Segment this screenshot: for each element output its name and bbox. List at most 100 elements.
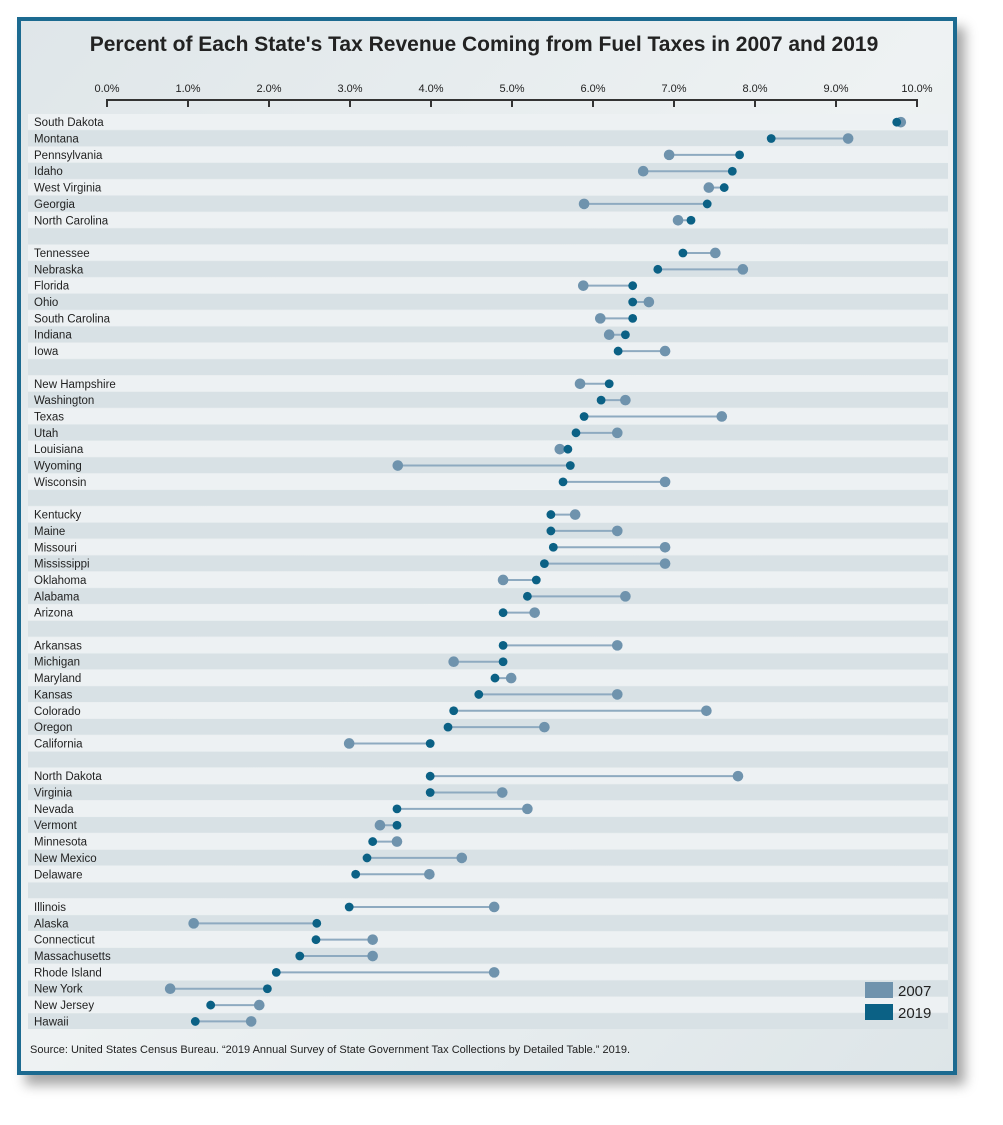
state-label: Arizona (34, 608, 74, 620)
state-label: Kansas (34, 689, 73, 701)
state-label: Georgia (34, 199, 76, 211)
row-band (28, 212, 948, 228)
state-label: Hawaii (34, 1016, 69, 1028)
row-utah: Utah (34, 427, 623, 440)
state-label: Ohio (34, 297, 58, 309)
row-delaware: Delaware (34, 868, 435, 881)
point-2007 (367, 950, 378, 962)
row-band (28, 588, 948, 604)
x-tick-label: 10.0% (901, 83, 932, 95)
state-label: Florida (34, 281, 70, 293)
point-2019 (571, 428, 581, 438)
state-label: New York (34, 984, 83, 996)
point-2019 (548, 542, 558, 552)
row-missouri: Missouri (34, 541, 671, 554)
row-montana: Montana (34, 133, 854, 146)
point-2007 (245, 1016, 257, 1027)
point-2019 (498, 608, 508, 618)
row-rhode-island: Rhode Island (34, 967, 500, 979)
point-2019 (392, 820, 402, 830)
point-2007 (612, 427, 623, 439)
point-2019 (392, 804, 402, 814)
row-tennessee: Tennessee (34, 247, 721, 260)
point-2007 (574, 378, 586, 390)
chart-title: Percent of Each State's Tax Revenue Comi… (90, 33, 879, 56)
row-idaho: Idaho (34, 165, 737, 178)
point-2007 (737, 264, 749, 275)
x-axis: 0.0% 1.0% 2.0% 3.0% 4.0% 5.0% 6.0% 7.0% 8.0% 9.0%… (94, 83, 933, 107)
state-label: Arkansas (34, 640, 82, 652)
row-band (28, 571, 948, 588)
state-label: Wyoming (34, 461, 82, 473)
row-band (28, 114, 948, 130)
point-2007 (620, 591, 631, 602)
x-tick-label: 8.0% (742, 83, 767, 95)
point-2019 (621, 330, 630, 340)
row-band (28, 669, 948, 686)
row-ohio: Ohio (34, 296, 655, 309)
x-tick-label: 2.0% (256, 83, 281, 95)
point-2007 (497, 574, 509, 586)
point-2007 (716, 411, 728, 422)
x-tick-label: 6.0% (580, 83, 605, 95)
state-label: North Carolina (34, 215, 109, 227)
state-label: Minnesota (34, 837, 88, 849)
row-oklahoma: Oklahoma (34, 574, 541, 587)
row-band (28, 833, 948, 850)
row-north-dakota: North Dakota (34, 770, 744, 783)
point-2019 (425, 788, 435, 797)
state-label: Virginia (34, 788, 73, 800)
point-2019 (190, 1017, 200, 1026)
point-2019 (719, 183, 729, 192)
row-band (28, 849, 948, 866)
point-2007 (637, 165, 649, 177)
row-band (28, 817, 948, 833)
point-2007 (539, 721, 550, 733)
x-tick-label: 9.0% (823, 83, 848, 95)
state-label: Connecticut (34, 935, 96, 947)
state-label: Montana (34, 134, 79, 146)
row-wyoming: Wyoming (34, 460, 575, 473)
state-label: Alabama (34, 591, 80, 603)
point-2007 (505, 672, 517, 684)
state-label: Nebraska (34, 264, 84, 276)
row-band (28, 261, 948, 277)
row-band (28, 539, 948, 555)
row-band (28, 555, 948, 572)
row-band (28, 244, 948, 261)
row-new-hampshire: New Hampshire (34, 378, 614, 391)
point-2019 (344, 902, 354, 912)
row-maine: Maine (34, 525, 623, 538)
row-band (28, 866, 948, 882)
state-label: Alaska (34, 918, 69, 930)
row-band (28, 179, 948, 196)
x-tick-label: 1.0% (175, 83, 200, 95)
row-colorado: Colorado (34, 705, 712, 718)
state-label: California (34, 738, 83, 750)
row-new-york: New York (34, 983, 272, 996)
state-label: Oregon (34, 722, 72, 734)
legend-label-2007: 2007 (898, 983, 931, 1000)
point-2019 (546, 526, 556, 536)
point-2019 (522, 591, 532, 601)
state-label: Michigan (34, 657, 80, 669)
row-band (28, 163, 948, 179)
row-michigan: Michigan (34, 656, 508, 669)
point-2007 (164, 983, 176, 995)
data-rows: South Dakota Montana Pennsylvania Idaho West… (34, 116, 907, 1028)
row-band (28, 637, 948, 653)
row-band (28, 931, 948, 948)
point-2007 (659, 541, 671, 553)
point-2007 (578, 198, 590, 210)
point-2007 (594, 313, 606, 324)
point-2007 (496, 787, 508, 798)
row-texas: Texas (34, 411, 728, 423)
point-2019 (425, 771, 435, 781)
point-2007 (367, 934, 378, 945)
row-arkansas: Arkansas (34, 640, 623, 652)
point-2007 (554, 443, 566, 455)
point-2019 (531, 575, 541, 585)
point-2007 (659, 345, 671, 357)
row-new-jersey: New Jersey (34, 999, 265, 1012)
row-vermont: Vermont (34, 819, 402, 832)
